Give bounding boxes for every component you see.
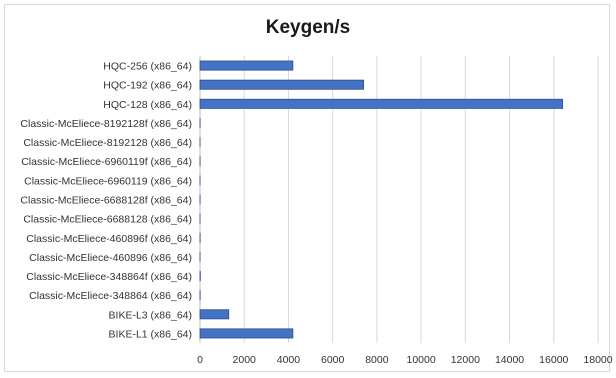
category-label: Classic-McEliece-8192128 (x86_64) [23, 137, 192, 149]
bar [199, 60, 294, 71]
x-tick-label: 4000 [277, 354, 301, 366]
tick-label-layer: 0 2000 4000 6000 8000 10000 12000 14000 16000 180… [197, 354, 613, 366]
category-label: Classic-McEliece-6688128f (x86_64) [20, 195, 192, 207]
category-label: Classic-McEliece-6688128 (x86_64) [23, 214, 192, 226]
category-label: Classic-McEliece-6960119f (x86_64) [21, 156, 192, 168]
category-label: Classic-McEliece-348864 (x86_64) [29, 290, 192, 302]
category-label: HQC-128 (x86_64) [103, 99, 192, 111]
x-tick-label: 18000 [583, 354, 612, 366]
category-label: HQC-192 (x86_64) [103, 80, 192, 92]
x-tick-label: 12000 [451, 354, 480, 366]
chart-frame [4, 4, 610, 372]
category-label-layer: HQC-256 (x86_64) HQC-192 (x86_64) HQC-128 … [20, 61, 192, 341]
x-tick-label: 10000 [407, 354, 436, 366]
category-label: Classic-McEliece-8192128f (x86_64) [20, 118, 192, 130]
category-label: Classic-McEliece-460896 (x86_64) [29, 252, 192, 264]
category-label: Classic-McEliece-460896f (x86_64) [26, 233, 192, 245]
category-label: Classic-McEliece-348864f (x86_64) [26, 271, 192, 283]
x-tick-label: 14000 [495, 354, 524, 366]
chart-title: Keygen/s [266, 17, 350, 38]
x-tick-label: 0 [197, 354, 203, 366]
x-tick-label: 2000 [233, 354, 257, 366]
bar-layer [199, 60, 564, 339]
bar [199, 328, 294, 339]
bar [199, 98, 564, 109]
category-label: HQC-256 (x86_64) [103, 61, 192, 73]
category-label: Classic-McEliece-6960119 (x86_64) [24, 175, 192, 187]
bar [199, 309, 230, 320]
x-tick-label: 6000 [321, 354, 345, 366]
category-label: BIKE-L3 (x86_64) [109, 309, 192, 321]
x-tick-label: 8000 [365, 354, 389, 366]
x-tick-label: 16000 [539, 354, 568, 366]
category-label: BIKE-L1 (x86_64) [109, 328, 192, 340]
bar [199, 79, 365, 90]
